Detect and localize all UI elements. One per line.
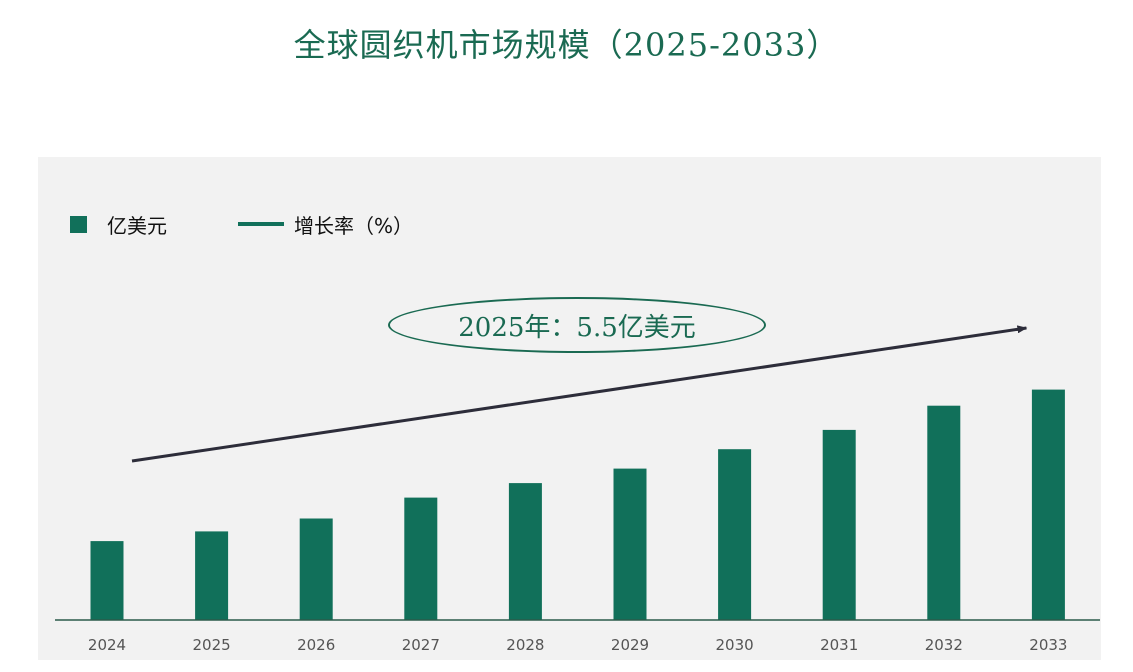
legend-swatch-bar bbox=[70, 215, 87, 233]
legend-item-growth: 增长率（%） bbox=[238, 210, 413, 238]
chart-title: 全球圆织机市场规模（2025-2033） bbox=[293, 26, 840, 64]
annotation-ellipse: 2025年：5.5亿美元 bbox=[388, 297, 766, 353]
legend-item-unit: 亿美元 bbox=[70, 210, 167, 238]
legend-swatch-line bbox=[238, 222, 284, 226]
legend-label-unit: 亿美元 bbox=[107, 213, 167, 238]
chart-panel bbox=[38, 157, 1101, 660]
legend-label-growth: 增长率（%） bbox=[294, 213, 414, 238]
annotation-text: 2025年：5.5亿美元 bbox=[458, 312, 696, 343]
